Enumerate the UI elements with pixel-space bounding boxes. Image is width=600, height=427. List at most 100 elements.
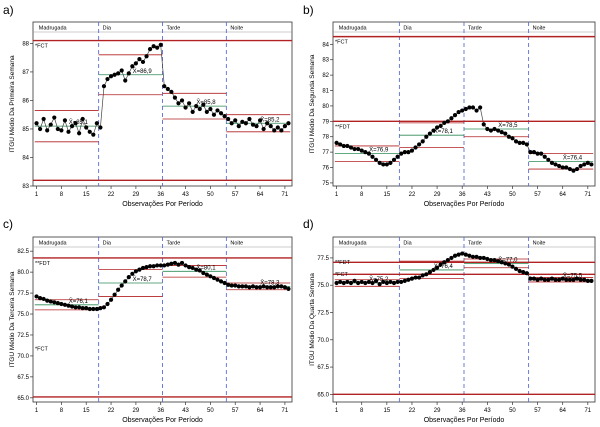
data-point xyxy=(45,298,50,303)
data-point xyxy=(105,76,110,82)
data-point xyxy=(434,125,440,130)
y-tick-label: 70.0 xyxy=(17,354,29,360)
data-point xyxy=(438,123,443,129)
x-axis-title: Observações Por Período xyxy=(424,201,505,208)
period-label-madrugada: Madrugada xyxy=(39,26,68,32)
data-point xyxy=(215,277,220,282)
data-point xyxy=(363,150,368,155)
data-point xyxy=(359,148,364,153)
data-point xyxy=(377,160,382,165)
chart-panel-3: c) Madrugada Dia Tarde Noite **FDT *FCT X̄=76,1… xyxy=(3,217,293,424)
data-point xyxy=(445,119,450,124)
data-point xyxy=(229,283,234,288)
data-point xyxy=(211,112,217,117)
data-point xyxy=(557,163,562,169)
period-label-tarde: Tarde xyxy=(167,26,181,32)
y-tick-label: 65.0 xyxy=(317,392,329,398)
data-point xyxy=(359,279,364,285)
data-point xyxy=(463,106,468,112)
period-label-noite: Noite xyxy=(533,26,546,32)
data-point xyxy=(144,265,149,270)
data-point xyxy=(98,125,103,130)
data-point xyxy=(582,162,587,167)
mean-label: X̄=76,4 xyxy=(434,263,454,270)
data-point xyxy=(356,280,361,286)
data-point xyxy=(250,284,256,289)
x-tick-label: 71 xyxy=(282,192,289,198)
period-label-dia: Dia xyxy=(103,241,112,247)
data-point xyxy=(399,279,404,285)
data-point xyxy=(94,121,99,126)
data-point xyxy=(144,54,149,59)
data-point xyxy=(499,260,504,265)
mean-label: X̄=78,3 xyxy=(260,279,280,286)
x-tick-label: 29 xyxy=(434,192,441,198)
mean-label: X̄=78,1 xyxy=(434,128,454,135)
data-point xyxy=(87,129,92,134)
data-point xyxy=(48,122,53,127)
data-point xyxy=(158,263,163,268)
data-point xyxy=(449,255,454,261)
data-point xyxy=(546,157,551,162)
data-point xyxy=(147,264,153,269)
data-point xyxy=(549,276,555,281)
data-point xyxy=(542,154,547,159)
data-point xyxy=(366,279,371,285)
data-point xyxy=(84,125,89,130)
data-point xyxy=(112,292,117,297)
data-point xyxy=(275,125,280,130)
data-point xyxy=(417,275,422,280)
data-point xyxy=(539,151,544,156)
data-point xyxy=(456,252,461,257)
data-point xyxy=(510,136,515,141)
x-tick-label: 50 xyxy=(207,408,214,414)
data-point xyxy=(399,151,404,156)
data-point xyxy=(578,277,583,282)
data-point xyxy=(279,128,284,133)
threshold-label: *FCT xyxy=(335,40,348,46)
data-point xyxy=(261,284,266,289)
mean-label: X̄=75,2 xyxy=(369,276,389,283)
data-point xyxy=(183,263,188,268)
data-point xyxy=(162,263,167,268)
plot-frame xyxy=(32,236,293,403)
data-point xyxy=(517,268,522,274)
data-point xyxy=(413,275,418,280)
data-point xyxy=(208,106,213,112)
data-point xyxy=(197,106,202,112)
data-point xyxy=(478,255,483,261)
threshold-label: **FDT xyxy=(35,261,51,267)
data-point xyxy=(261,126,266,132)
data-point xyxy=(348,145,354,150)
y-tick-label: 75.0 xyxy=(17,312,29,318)
data-point xyxy=(162,84,167,89)
period-label-madrugada: Madrugada xyxy=(339,241,368,247)
data-point xyxy=(272,128,277,133)
data-point xyxy=(52,115,57,120)
data-point xyxy=(286,121,291,126)
x-tick-label: 1 xyxy=(35,408,39,414)
data-point xyxy=(395,154,400,159)
mean-label: X̄=77,0 xyxy=(498,256,518,263)
data-point xyxy=(179,98,185,103)
data-point xyxy=(485,126,490,132)
chart-panel-2: b) Madrugada Dia Tarde Noite *FCT **FDT X̄=76,9… xyxy=(303,3,596,208)
x-tick-label: 1 xyxy=(335,192,339,198)
data-point xyxy=(564,165,569,170)
data-point xyxy=(402,150,407,155)
data-point xyxy=(495,259,501,264)
data-point xyxy=(41,296,46,302)
chart-panel-1: a) Madrugada Dia Tarde Noite *FCT X̄=85,1 X̄=86… xyxy=(3,3,293,208)
data-point xyxy=(190,109,195,114)
data-point xyxy=(456,109,461,115)
period-label-madrugada: Madrugada xyxy=(39,241,68,247)
data-point xyxy=(282,124,288,129)
x-tick-label: 1 xyxy=(335,408,339,414)
data-point xyxy=(179,260,185,266)
data-point xyxy=(48,299,53,304)
period-label-tarde: Tarde xyxy=(468,241,482,247)
data-point xyxy=(275,284,280,289)
y-tick-label: 80 xyxy=(322,104,329,110)
data-point xyxy=(417,142,422,147)
mean-label: X̄=85,1 xyxy=(69,119,89,126)
